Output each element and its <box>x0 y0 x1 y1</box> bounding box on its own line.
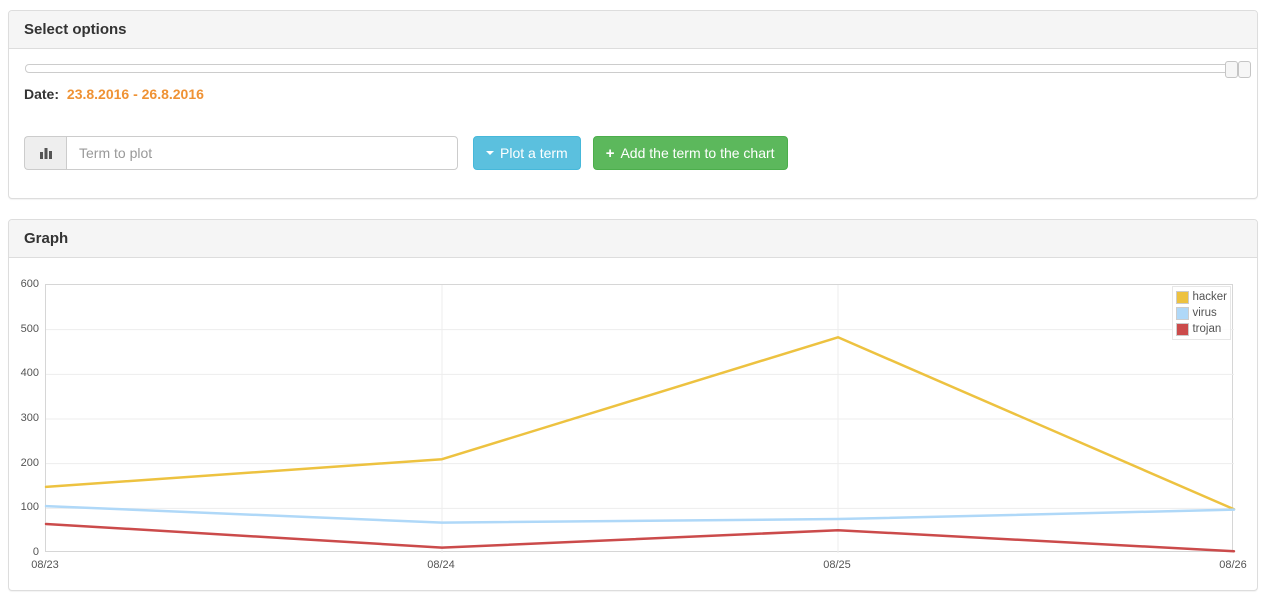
date-range-value: 23.8.2016 - 26.8.2016 <box>66 86 204 102</box>
term-input-group <box>24 136 458 170</box>
legend-item-virus: virus <box>1176 305 1227 321</box>
x-axis-tick-label: 08/24 <box>427 559 455 571</box>
x-axis-tick-label: 08/25 <box>823 559 851 571</box>
y-axis-tick-label: 600 <box>20 278 39 290</box>
line-chart: hacker virus trojan 0 100 200 300 400 500 600 08/2… <box>21 273 1247 573</box>
plot-term-button[interactable]: Plot a term <box>473 136 581 170</box>
legend-label: virus <box>1192 306 1217 319</box>
graph-heading: Graph <box>9 220 1257 258</box>
slider-handle-end[interactable] <box>1238 61 1251 78</box>
select-options-heading: Select options <box>9 11 1257 49</box>
slider-handle-start[interactable] <box>1225 61 1238 78</box>
date-label: Date: <box>24 86 60 102</box>
y-axis-tick-label: 100 <box>20 501 39 514</box>
select-options-title: Select options <box>24 21 127 38</box>
legend-swatch <box>1176 306 1190 320</box>
term-form: Plot a term + Add the term to the chart <box>24 136 1242 170</box>
y-axis-tick-label: 200 <box>20 456 39 469</box>
graph-title: Graph <box>24 230 69 247</box>
legend-label: hacker <box>1192 290 1227 303</box>
y-axis-tick-label: 0 <box>32 546 39 558</box>
legend-label: trojan <box>1192 322 1222 335</box>
caret-down-icon <box>486 151 494 155</box>
x-axis-tick-label: 08/23 <box>31 559 59 571</box>
term-input[interactable] <box>66 136 458 170</box>
add-term-button[interactable]: + Add the term to the chart <box>592 136 788 170</box>
legend-item-trojan: trojan <box>1176 321 1227 337</box>
x-axis-tick-label: 08/26 <box>1219 559 1247 571</box>
plus-icon: + <box>605 144 615 162</box>
add-term-button-label: Add the term to the chart <box>620 145 775 161</box>
select-options-body: Date: 23.8.2016 - 26.8.2016 <box>9 49 1257 198</box>
series-line-hacker <box>44 336 1236 511</box>
plot-term-button-label: Plot a term <box>500 145 568 161</box>
bar-chart-icon <box>24 136 66 170</box>
select-options-panel: Select options Date: 23.8.2016 - 26.8.20… <box>8 10 1258 199</box>
y-axis-tick-label: 400 <box>20 367 39 380</box>
y-axis-tick-label: 500 <box>20 322 39 335</box>
series-line-virus <box>44 504 1236 524</box>
chart-legend: hacker virus trojan <box>1172 286 1231 340</box>
legend-swatch <box>1176 322 1190 336</box>
date-line: Date: 23.8.2016 - 26.8.2016 <box>24 86 1242 102</box>
graph-panel: Graph hacker virus trojan 0 100 200 300 400 500 6… <box>8 219 1258 591</box>
graph-body: hacker virus trojan 0 100 200 300 400 500 600 08/2… <box>9 258 1257 590</box>
legend-swatch <box>1176 290 1190 304</box>
chart-canvas <box>44 285 1236 553</box>
plot-area: hacker virus trojan <box>44 284 1236 553</box>
legend-item-hacker: hacker <box>1176 289 1227 305</box>
date-range-slider[interactable] <box>25 61 1251 78</box>
series-line-trojan <box>44 522 1236 553</box>
y-axis-tick-label: 300 <box>20 412 39 424</box>
